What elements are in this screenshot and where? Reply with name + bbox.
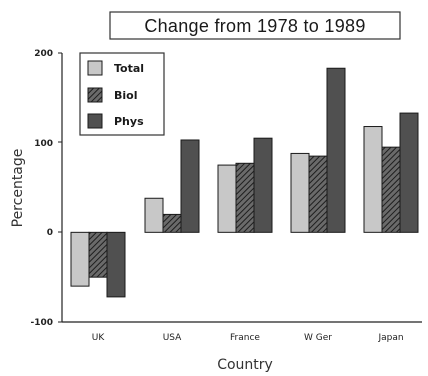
x-axis-title: Country xyxy=(217,357,273,373)
legend-swatch-biol xyxy=(87,87,103,103)
legend-label-biol: Biol xyxy=(114,89,137,102)
x-tick-label-uk: UK xyxy=(92,333,106,343)
bar-phys-japan xyxy=(399,112,419,233)
bar-phys-france xyxy=(253,137,273,233)
bar-total-usa xyxy=(144,197,164,233)
bar-phys-w-ger xyxy=(326,67,346,233)
bar-biol-uk xyxy=(88,231,108,278)
chart-title: Change from 1978 to 1989 xyxy=(144,16,365,36)
legend-label-phys: Phys xyxy=(114,115,144,128)
bar-total-uk xyxy=(70,231,90,287)
legend-label-total: Total xyxy=(114,62,144,75)
bar-phys-usa xyxy=(180,139,200,233)
y-tick-label-100: 100 xyxy=(34,139,53,149)
bar-biol-w-ger xyxy=(308,155,328,233)
bar-total-w-ger xyxy=(290,152,310,233)
chart-title-box xyxy=(109,11,401,40)
legend-swatch-total xyxy=(87,60,103,76)
bar-biol-usa xyxy=(162,213,182,233)
legend-swatch-phys xyxy=(87,113,103,129)
x-tick-label-wger: W Ger xyxy=(304,333,332,343)
y-tick-label-0: 0 xyxy=(47,228,53,238)
y-tick-label-neg100: -100 xyxy=(30,318,53,328)
bar-total-japan xyxy=(363,126,383,233)
bar-phys-uk xyxy=(106,231,126,298)
bar-biol-japan xyxy=(381,146,401,233)
y-axis-title: Percentage xyxy=(10,149,26,228)
bar-total-france xyxy=(217,164,237,233)
bar-biol-france xyxy=(235,162,255,233)
bars-group xyxy=(70,67,419,298)
y-tick-label-200: 200 xyxy=(34,49,53,59)
x-tick-label-france: France xyxy=(230,333,260,343)
x-tick-label-japan: Japan xyxy=(377,333,403,343)
x-tick-label-usa: USA xyxy=(163,333,182,343)
